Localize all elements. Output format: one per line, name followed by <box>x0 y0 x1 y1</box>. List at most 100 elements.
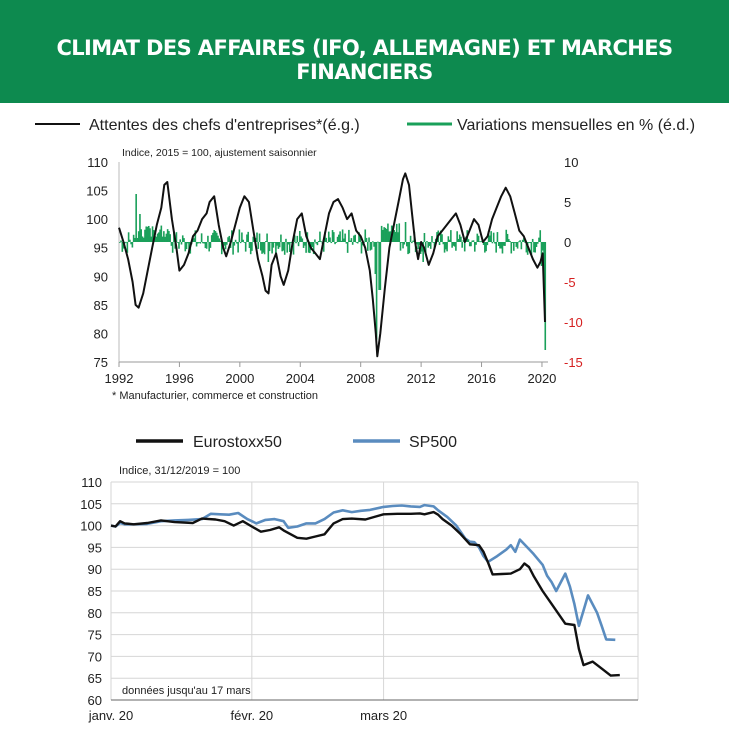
ifo-change-bar <box>516 242 519 249</box>
ifo-x-tick-label: 2000 <box>225 371 254 386</box>
ifo-change-bar <box>186 242 189 244</box>
ifo-change-bar <box>285 238 287 242</box>
ifo-change-bar <box>302 242 305 248</box>
ifo-change-bar <box>541 242 544 251</box>
ifo-change-bar <box>136 237 139 242</box>
ifo-change-bar <box>314 239 316 242</box>
ifo-change-bar <box>166 229 169 242</box>
ifo-change-bar <box>473 242 476 252</box>
ifo-change-bar <box>158 232 160 242</box>
ifo-change-bar <box>212 232 214 242</box>
ifo-change-bar <box>513 242 515 251</box>
ifo-change-bar <box>217 235 219 242</box>
ifo-change-bar <box>477 235 480 242</box>
ifo-change-bar <box>220 242 223 255</box>
ifo-footnote: * Manufacturier, commerce et constructio… <box>112 390 318 402</box>
ifo-change-bar <box>350 238 353 242</box>
ifo-change-bar <box>155 236 158 242</box>
ifo-change-bar <box>130 242 132 245</box>
ifo-change-bar <box>268 242 271 252</box>
ifo-change-bar <box>304 242 306 246</box>
ifo-change-bar <box>438 242 441 246</box>
ifo-change-bar <box>200 233 203 242</box>
ifo-change-bar <box>154 235 156 242</box>
ifo-change-bar <box>249 242 252 255</box>
ifo-change-bar <box>467 239 470 242</box>
ifo-change-bar <box>320 241 323 243</box>
ifo-change-bar <box>339 231 341 242</box>
ifo-change-bar <box>528 242 530 243</box>
ifo-change-bar <box>169 234 171 242</box>
ifo-change-bar <box>379 242 382 290</box>
ifo-change-bar <box>533 242 535 253</box>
ifo-change-bar <box>139 214 141 242</box>
ifo-change-bar <box>259 242 262 251</box>
ifo-change-bar <box>506 233 509 242</box>
ifo-change-bar <box>248 242 251 249</box>
ifo-change-bar <box>120 240 122 242</box>
ifo-change-bar <box>329 237 331 242</box>
ifo-change-bar <box>365 237 368 242</box>
ifo-change-bar <box>450 230 452 242</box>
ifo-change-bar <box>423 233 426 242</box>
ifo-change-bar <box>485 242 487 252</box>
ifo-change-bar <box>358 232 360 242</box>
ifo-change-bar <box>412 240 414 242</box>
markets-annotation: données jusqu'au 17 mars <box>122 685 251 697</box>
ifo-change-bar <box>127 232 130 242</box>
ifo-left-tick-label: 105 <box>86 184 108 199</box>
ifo-change-bar <box>326 242 329 243</box>
ifo-change-bar <box>519 240 521 242</box>
ifo-change-bar <box>505 229 508 242</box>
ifo-change-bar <box>408 242 411 254</box>
ifo-change-bar <box>330 242 333 244</box>
ifo-change-bar <box>535 242 538 247</box>
ifo-change-bar <box>494 242 496 244</box>
ifo-change-bar <box>514 242 516 243</box>
ifo-change-bar <box>500 242 503 249</box>
ifo-change-bar <box>124 242 126 244</box>
ifo-change-bar <box>456 231 458 242</box>
ifo-change-bar <box>538 237 540 242</box>
ifo-change-bar <box>539 230 542 242</box>
eurostoxx50-line <box>110 510 620 677</box>
markets-legend: Eurostoxx50 SP500 <box>136 434 457 451</box>
ifo-change-bar <box>267 242 270 262</box>
ifo-change-bar <box>395 223 398 242</box>
ifo-change-bar <box>263 242 266 255</box>
ifo-change-bar <box>418 242 421 245</box>
ifo-change-bar <box>241 232 243 242</box>
ifo-change-bar <box>125 241 127 243</box>
ifo-change-bar <box>213 230 216 242</box>
ifo-change-bar <box>407 242 409 255</box>
ifo-change-bar <box>145 226 148 242</box>
ifo-change-bar <box>208 242 210 252</box>
legend-label-eurostoxx: Eurostoxx50 <box>193 434 282 451</box>
ifo-change-bar <box>176 242 179 243</box>
ifo-change-bar <box>286 242 289 253</box>
ifo-change-bar <box>398 223 401 242</box>
ifo-change-bar <box>179 239 182 242</box>
ifo-change-bar <box>472 240 475 242</box>
ifo-change-bar <box>389 231 392 242</box>
ifo-change-bar <box>428 242 431 246</box>
ifo-change-bar <box>353 235 355 242</box>
ifo-change-bar <box>451 242 453 248</box>
ifo-change-bar <box>448 239 451 242</box>
ifo-change-bar <box>161 236 164 242</box>
ifo-left-tick-label: 80 <box>94 326 108 341</box>
ifo-change-bar <box>203 242 205 244</box>
ifo-change-bar <box>126 242 129 253</box>
ifo-change-bar <box>287 242 290 245</box>
ifo-change-bar <box>262 242 265 253</box>
ifo-change-bar <box>534 242 537 253</box>
ifo-change-bar <box>297 242 300 247</box>
ifo-change-bar <box>288 242 291 253</box>
ifo-change-bar <box>246 234 248 242</box>
ifo-change-bar <box>484 242 486 253</box>
ifo-change-bar <box>218 238 221 242</box>
ifo-change-bar <box>305 242 307 253</box>
ifo-change-bar <box>150 236 153 242</box>
ifo-change-bar <box>237 242 239 253</box>
ifo-left-tick-label: 75 <box>94 355 108 370</box>
